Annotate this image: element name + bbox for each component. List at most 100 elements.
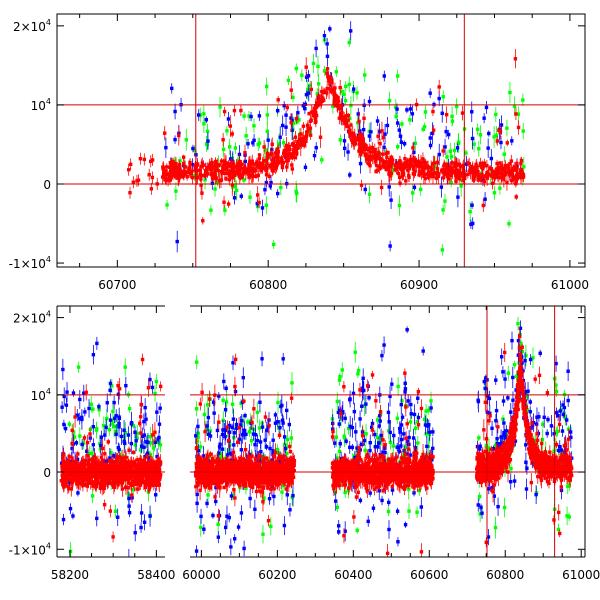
data-point — [500, 166, 505, 171]
data-point — [384, 152, 388, 156]
top-data-points — [126, 21, 526, 256]
data-point — [192, 174, 197, 178]
data-point — [444, 167, 449, 172]
data-point — [514, 112, 518, 116]
data-point — [290, 167, 295, 171]
data-point — [232, 108, 237, 113]
bottom-panel: 58200 58400 60000 60200 60400 60600 60800 61000… — [9, 305, 600, 582]
data-point — [129, 422, 134, 426]
data-point — [249, 439, 254, 443]
data-point — [366, 161, 371, 166]
data-point — [243, 413, 247, 418]
y-tick-label: 104 — [31, 97, 51, 113]
data-point — [248, 165, 253, 169]
data-point — [422, 159, 426, 163]
data-point — [222, 109, 227, 114]
data-point — [270, 148, 274, 152]
data-point — [139, 431, 143, 435]
data-point — [148, 441, 152, 445]
data-point — [231, 185, 235, 189]
data-point — [138, 156, 143, 161]
data-point — [148, 377, 152, 382]
data-point — [96, 462, 100, 466]
data-point — [151, 475, 156, 480]
data-point — [119, 479, 123, 483]
data-point — [89, 402, 93, 406]
y-tick-exponent: 4 — [46, 97, 51, 106]
data-point — [372, 150, 377, 154]
data-point — [434, 176, 439, 180]
data-point — [252, 138, 256, 143]
data-point — [512, 165, 516, 169]
data-point — [173, 159, 177, 163]
data-point — [67, 422, 72, 426]
data-point — [190, 162, 195, 167]
x-tick-label: 60900 — [400, 278, 438, 292]
y-tick-exponent: 4 — [46, 18, 51, 27]
data-point — [408, 118, 412, 122]
data-point — [145, 462, 149, 466]
data-point — [111, 409, 115, 414]
data-point — [333, 96, 337, 100]
data-point — [487, 172, 491, 176]
data-point — [106, 478, 110, 482]
data-point — [470, 203, 474, 207]
data-point — [292, 143, 297, 148]
data-point — [426, 175, 430, 179]
data-point — [281, 140, 286, 145]
data-point — [459, 164, 463, 168]
data-point — [120, 481, 125, 485]
data-point — [110, 459, 114, 464]
data-point — [316, 82, 321, 86]
data-point — [174, 171, 178, 175]
data-point — [367, 146, 371, 150]
data-point — [247, 114, 251, 118]
data-point — [284, 125, 288, 129]
data-point — [233, 146, 238, 150]
data-point — [94, 483, 99, 487]
data-point — [270, 158, 275, 163]
data-point — [216, 522, 220, 527]
data-point — [357, 138, 361, 142]
data-point — [303, 106, 307, 111]
data-point — [67, 454, 71, 459]
data-point — [450, 114, 454, 119]
data-point — [174, 161, 178, 166]
data-point — [478, 133, 483, 137]
data-point — [62, 452, 66, 457]
data-point — [134, 465, 138, 469]
y-tick-mantissa: -1×10 — [9, 257, 46, 271]
data-point — [395, 74, 400, 78]
data-point — [148, 434, 153, 439]
data-point — [229, 545, 233, 549]
data-point — [482, 116, 486, 120]
data-point — [63, 474, 67, 478]
data-point — [188, 163, 192, 167]
data-point — [151, 472, 155, 476]
data-point — [408, 107, 413, 111]
data-point — [250, 161, 254, 165]
data-point — [211, 177, 215, 181]
data-point — [282, 153, 287, 157]
data-point — [114, 475, 118, 479]
data-point — [232, 443, 236, 447]
data-point — [394, 114, 398, 119]
data-point — [86, 453, 90, 458]
data-point — [238, 176, 243, 180]
data-point — [287, 422, 292, 427]
data-point — [251, 432, 256, 436]
data-point — [285, 153, 290, 157]
data-point — [351, 87, 356, 91]
data-point — [289, 88, 293, 92]
data-point — [228, 157, 233, 161]
data-point — [283, 446, 288, 451]
data-point — [126, 168, 131, 172]
data-point — [74, 459, 78, 464]
data-point — [325, 71, 329, 76]
data-point — [370, 145, 375, 150]
data-point — [230, 132, 234, 136]
data-point — [337, 116, 342, 120]
x-tick-label: 58200 — [51, 568, 89, 582]
data-point — [199, 173, 204, 178]
data-point — [228, 124, 233, 128]
